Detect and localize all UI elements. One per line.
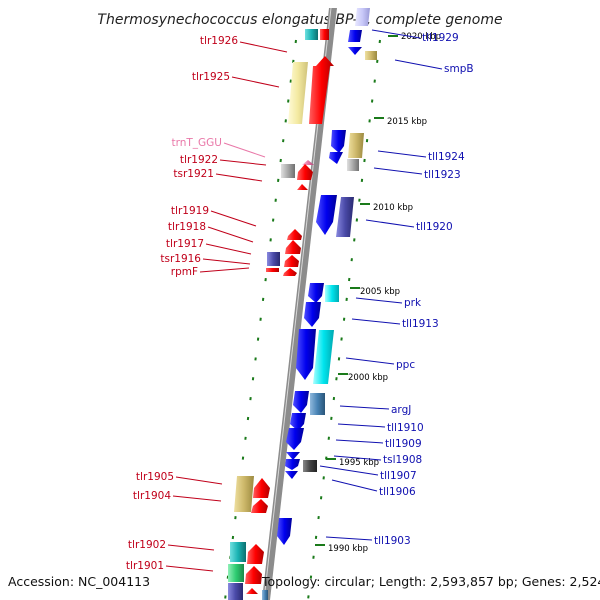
left-gene-features	[228, 29, 334, 600]
gene-block[interactable]	[262, 590, 268, 600]
gene-arrow[interactable]	[287, 229, 302, 240]
gene-label-tlr1901[interactable]: tlr1901	[126, 560, 164, 572]
gene-arrow[interactable]	[348, 47, 362, 55]
gene-label-tll1903[interactable]: tll1903	[374, 535, 411, 547]
gene-arrow[interactable]	[304, 302, 321, 327]
kbp-label: 2020 kbp	[401, 32, 441, 42]
gene-arrow[interactable]	[331, 130, 346, 153]
gene-block[interactable]	[228, 583, 243, 600]
gene-label-rpmF[interactable]: rpmF	[171, 266, 198, 278]
gene-arrow[interactable]	[309, 56, 334, 124]
gene-label-trnT-GGU[interactable]: trnT_GGU	[171, 137, 222, 149]
left-gene-labels: tlr1926 tlr1925 trnT_GGU tlr1922 tsr1921…	[126, 35, 288, 572]
kbp-labels: 2020 kbp 2015 kbp 2010 kbp 2005 kbp 2000…	[328, 32, 441, 554]
gene-label-tll1924[interactable]: tll1924	[428, 151, 465, 163]
gene-block[interactable]	[313, 330, 334, 384]
gene-block[interactable]	[347, 159, 359, 171]
gene-arrow[interactable]	[283, 268, 297, 276]
gene-arrow[interactable]	[297, 184, 308, 190]
gene-label-tsr1916[interactable]: tsr1916	[160, 253, 201, 265]
tick-guide-right	[307, 39, 381, 600]
gene-label-tlr1917[interactable]: tlr1917	[166, 238, 204, 250]
gene-arrow[interactable]	[348, 30, 362, 42]
kbp-label: 1990 kbp	[328, 544, 368, 554]
right-gene-features	[262, 8, 377, 600]
gene-block[interactable]	[267, 252, 280, 266]
gene-label-tll1913[interactable]: tll1913	[402, 318, 439, 330]
gene-arrow[interactable]	[285, 471, 298, 479]
topology-text: Topology: circular; Length: 2,593,857 bp…	[262, 574, 600, 589]
gene-label-tlr1905[interactable]: tlr1905	[136, 471, 174, 483]
kbp-label: 2010 kbp	[373, 203, 413, 213]
gene-arrow[interactable]	[286, 428, 304, 450]
gene-label-smpB[interactable]: smpB	[444, 63, 474, 75]
gene-arrow[interactable]	[329, 152, 343, 164]
kbp-label: 2000 kbp	[348, 373, 388, 383]
gene-label-tsl1908[interactable]: tsl1908	[383, 454, 422, 466]
gene-block[interactable]	[288, 62, 308, 124]
kbp-label: 2015 kbp	[387, 117, 427, 127]
gene-arrow[interactable]	[290, 413, 306, 431]
gene-arrow[interactable]	[293, 391, 309, 413]
gene-label-tll1909[interactable]: tll1909	[385, 438, 422, 450]
gene-block[interactable]	[310, 393, 325, 415]
gene-arrow[interactable]	[247, 544, 264, 564]
right-gene-labels: tll1929 smpB tll1924 tll1923 tll1920 prk…	[319, 29, 474, 547]
gene-block[interactable]	[303, 460, 317, 472]
gene-block[interactable]	[281, 164, 295, 178]
gene-block[interactable]	[230, 542, 246, 562]
gene-arrow[interactable]	[308, 283, 324, 303]
gene-label-tlr1918[interactable]: tlr1918	[168, 221, 206, 233]
gene-arrow[interactable]	[246, 588, 258, 594]
gene-label-tlr1926[interactable]: tlr1926	[200, 35, 238, 47]
kbp-label: 1995 kbp	[339, 458, 379, 468]
gene-label-tll1910[interactable]: tll1910	[387, 422, 424, 434]
gene-block[interactable]	[325, 285, 339, 302]
gene-label-tll1920[interactable]: tll1920	[416, 221, 453, 233]
gene-block[interactable]	[234, 476, 254, 512]
gene-arrow[interactable]	[285, 459, 300, 470]
gene-arrow[interactable]	[285, 240, 301, 254]
gene-label-tlr1904[interactable]: tlr1904	[133, 490, 171, 502]
gene-arrow[interactable]	[245, 566, 262, 584]
gene-arrow[interactable]	[297, 164, 313, 180]
gene-label-tlr1902[interactable]: tlr1902	[128, 539, 166, 551]
gene-block[interactable]	[336, 197, 354, 237]
gene-arrow[interactable]	[284, 255, 299, 267]
gene-label-tll1929[interactable]: tll1929	[422, 32, 459, 44]
gene-block[interactable]	[228, 564, 244, 582]
gene-label-tll1907[interactable]: tll1907	[380, 470, 417, 482]
gene-label-ppc[interactable]: ppc	[396, 359, 415, 371]
gene-arrow[interactable]	[286, 452, 300, 460]
gene-arrow[interactable]	[277, 518, 292, 545]
gene-block[interactable]	[365, 51, 377, 60]
gene-arrow[interactable]	[251, 499, 268, 513]
gene-arrow[interactable]	[296, 329, 316, 380]
gene-block[interactable]	[355, 8, 370, 26]
gene-label-argJ[interactable]: argJ	[391, 404, 411, 416]
gene-label-tll1906[interactable]: tll1906	[379, 486, 416, 498]
tick-guide-left	[224, 39, 297, 600]
gene-arrow[interactable]	[316, 195, 337, 235]
gene-label-prk[interactable]: prk	[404, 297, 422, 309]
gene-label-tlr1922[interactable]: tlr1922	[180, 154, 218, 166]
accession-text: Accession: NC_004113	[8, 574, 151, 589]
gene-block[interactable]	[266, 268, 279, 272]
gene-label-tsr1921[interactable]: tsr1921	[173, 168, 214, 180]
kbp-label: 2005 kbp	[360, 287, 400, 297]
gene-label-tlr1919[interactable]: tlr1919	[171, 205, 209, 217]
gene-arrow[interactable]	[253, 478, 270, 498]
kbp-ticks	[315, 35, 398, 546]
gene-block[interactable]	[305, 29, 318, 40]
map-title: Thermosynechococcus elongatus BP-1, comp…	[97, 12, 502, 28]
gene-label-tlr1925[interactable]: tlr1925	[192, 71, 230, 83]
gene-label-tll1923[interactable]: tll1923	[424, 169, 461, 181]
gene-arrow[interactable]	[302, 160, 314, 165]
gene-block[interactable]	[348, 133, 364, 158]
gene-block[interactable]	[320, 29, 329, 40]
